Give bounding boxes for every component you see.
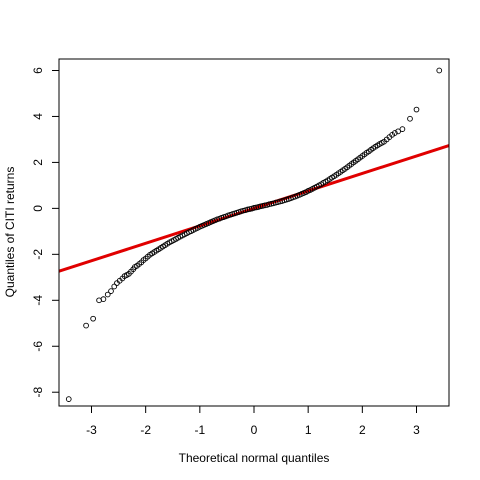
- data-point: [111, 283, 118, 290]
- y-tick-label: -4: [31, 295, 45, 306]
- x-tick-label: 0: [251, 423, 258, 437]
- data-point: [436, 67, 443, 74]
- y-tick-label: 2: [31, 159, 45, 166]
- data-point: [104, 291, 111, 298]
- y-axis-title: Quantiles of CITI returns: [3, 167, 17, 298]
- data-point: [83, 322, 89, 329]
- x-axis: -3 -2 -1 0 1 2 3: [86, 405, 420, 437]
- y-tick-label: -2: [31, 249, 45, 260]
- x-tick-label: -3: [86, 423, 97, 437]
- data-point: [100, 296, 107, 302]
- x-tick-label: 2: [359, 423, 366, 437]
- y-tick-label: 4: [31, 113, 45, 120]
- y-tick-label: 0: [31, 205, 45, 212]
- x-tick-label: 3: [413, 423, 420, 437]
- data-point: [407, 115, 413, 122]
- data-point: [65, 396, 72, 402]
- y-tick-label: -6: [31, 341, 45, 352]
- y-axis: -8 -6 -4 -2 0 2 4 6: [31, 67, 60, 398]
- data-point: [413, 106, 420, 113]
- x-tick-label: 1: [305, 423, 312, 437]
- data-point: [90, 315, 96, 322]
- data-point: [391, 130, 398, 136]
- x-axis-title: Theoretical normal quantiles: [179, 451, 330, 465]
- y-tick-label: -8: [31, 387, 45, 398]
- x-tick-label: -2: [140, 423, 151, 437]
- y-tick-label: 6: [31, 67, 45, 74]
- data-point: [108, 288, 114, 294]
- x-tick-label: -1: [194, 423, 205, 437]
- points-layer: [65, 67, 443, 402]
- data-point: [399, 126, 406, 132]
- data-point: [395, 128, 401, 135]
